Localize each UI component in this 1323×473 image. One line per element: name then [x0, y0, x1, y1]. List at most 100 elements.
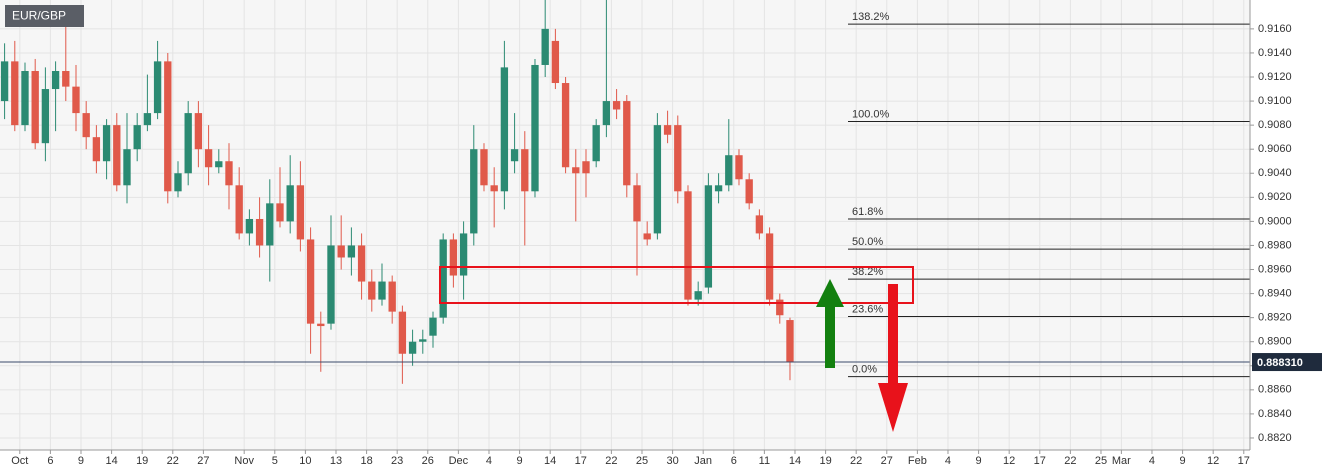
y-tick-label: 0.8920 — [1258, 312, 1292, 324]
candle-body — [92, 137, 101, 162]
x-tick-label: Jan — [694, 455, 712, 467]
plot-background — [0, 0, 1250, 450]
x-tick-label: 4 — [1149, 455, 1155, 467]
candle-body — [378, 281, 386, 300]
candle-body — [184, 113, 192, 174]
candle-body — [347, 245, 356, 258]
y-tick-label: 0.9080 — [1258, 119, 1292, 131]
candle-body — [714, 185, 723, 192]
candle-body — [592, 125, 600, 162]
x-tick-label: 9 — [1180, 455, 1186, 467]
candle-body — [357, 245, 366, 282]
candle-body — [674, 125, 682, 192]
symbol-box — [5, 5, 84, 27]
candle-body — [51, 70, 60, 90]
last-price-box — [1252, 353, 1322, 372]
symbol-label: EUR/GBP — [12, 9, 66, 23]
x-tick-label: 6 — [47, 455, 53, 467]
candle-body — [725, 155, 733, 186]
x-tick-label: Feb — [908, 455, 927, 467]
candle-body — [266, 203, 274, 246]
candle-body — [541, 28, 549, 65]
x-tick-label: 9 — [976, 455, 982, 467]
candle-body — [164, 61, 172, 192]
x-tick-label: 9 — [78, 455, 84, 467]
x-tick-label: 10 — [299, 455, 311, 467]
candle-body — [663, 125, 672, 135]
candle-body — [561, 83, 570, 168]
candle-body — [572, 167, 580, 174]
x-tick-label: 22 — [1064, 455, 1076, 467]
x-tick-label: 23 — [391, 455, 403, 467]
candle-body — [623, 101, 631, 186]
x-tick-label: 19 — [819, 455, 831, 467]
candle-body — [306, 239, 315, 324]
candle-body — [215, 161, 223, 168]
candle-body — [204, 149, 213, 168]
y-tick-label: 0.8900 — [1258, 336, 1292, 348]
y-tick-label: 0.9020 — [1258, 191, 1292, 203]
candle-body — [174, 173, 182, 192]
x-tick-label: 12 — [1003, 455, 1015, 467]
candle-body — [153, 61, 162, 114]
candle-body — [582, 161, 590, 174]
candle-body — [276, 203, 284, 222]
fib-label: 100.0% — [852, 108, 890, 120]
candle-body — [653, 125, 662, 234]
y-tick-label: 0.8840 — [1258, 408, 1292, 420]
candle-body — [143, 113, 152, 126]
down-arrow-shaft — [888, 284, 898, 384]
candle-body — [480, 149, 488, 186]
candle-body — [327, 245, 335, 324]
y-tick-label: 0.9160 — [1258, 23, 1292, 35]
x-tick-label: 17 — [1034, 455, 1046, 467]
candle-body — [776, 299, 784, 316]
candle-body — [612, 101, 621, 110]
candle-body — [470, 149, 478, 234]
candle-body — [602, 101, 611, 126]
x-tick-label: Nov — [234, 455, 254, 467]
candle-body — [337, 245, 345, 258]
y-tick-label: 0.8820 — [1258, 432, 1292, 444]
x-tick-label: 27 — [881, 455, 893, 467]
x-tick-label: 13 — [330, 455, 342, 467]
candle-body — [745, 179, 753, 204]
candle-body — [398, 311, 407, 354]
candle-body — [694, 291, 702, 300]
y-tick-label: 0.9140 — [1258, 47, 1292, 59]
candle-body — [72, 86, 80, 114]
candle-body — [368, 281, 376, 300]
candle-body — [11, 61, 19, 126]
candle-body — [408, 341, 417, 354]
candle-body — [500, 67, 509, 192]
x-tick-label: 22 — [167, 455, 179, 467]
candle-body — [531, 64, 539, 192]
fib-label: 38.2% — [852, 266, 883, 278]
candle-body — [41, 89, 50, 144]
x-tick-label: 4 — [486, 455, 492, 467]
y-tick-label: 0.9040 — [1258, 167, 1292, 179]
x-tick-label: 17 — [575, 455, 587, 467]
x-tick-label: 27 — [197, 455, 209, 467]
x-tick-label: 25 — [636, 455, 648, 467]
y-tick-label: 0.8860 — [1258, 384, 1292, 396]
x-tick-label: 18 — [360, 455, 372, 467]
y-tick-label: 0.9060 — [1258, 143, 1292, 155]
x-tick-label: 30 — [666, 455, 678, 467]
x-tick-label: 14 — [105, 455, 117, 467]
x-tick-label: 11 — [759, 455, 770, 467]
x-tick-label: 4 — [945, 455, 951, 467]
y-tick-label: 0.8960 — [1258, 263, 1292, 275]
candle-body — [123, 149, 131, 186]
x-tick-label: 12 — [1207, 455, 1219, 467]
y-tick-label: 0.9100 — [1258, 95, 1292, 107]
x-tick-label: 25 — [1095, 455, 1107, 467]
candle-body — [113, 125, 121, 186]
candle-body — [755, 215, 764, 234]
x-tick-label: 17 — [1238, 455, 1250, 467]
candle-body — [735, 155, 743, 180]
x-tick-label: 5 — [272, 455, 278, 467]
fib-label: 23.6% — [852, 303, 883, 315]
